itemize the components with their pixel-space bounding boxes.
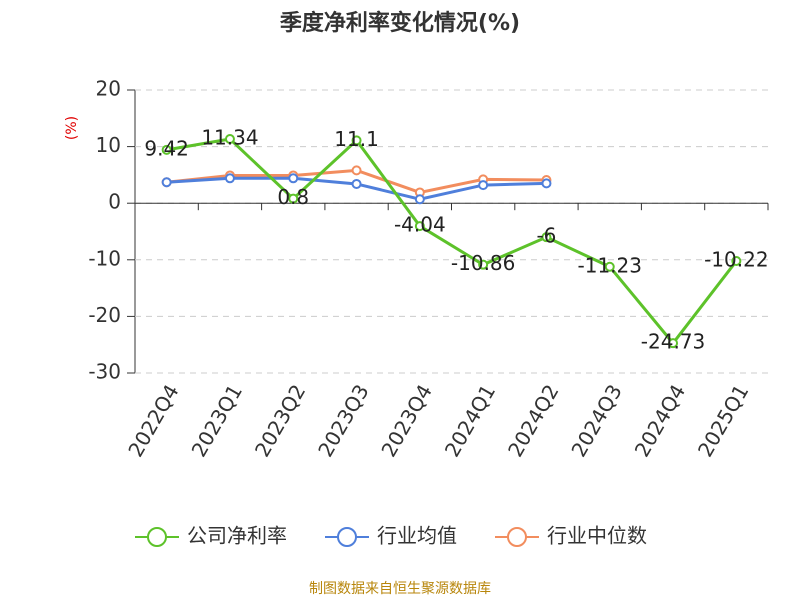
legend-label: 行业中位数	[547, 524, 647, 548]
data-point	[224, 134, 235, 145]
data-point	[541, 232, 552, 243]
data-point	[161, 177, 172, 188]
x-tick-label: 2023Q2	[250, 380, 310, 461]
legend-label: 行业均值	[377, 524, 457, 548]
y-tick-label: -30	[88, 360, 121, 384]
x-tick-label: 2024Q4	[630, 380, 690, 461]
x-tick-label: 2024Q3	[566, 380, 626, 461]
chart-title: 季度净利率变化情况(%)	[280, 10, 520, 36]
data-label: 11.1	[334, 127, 379, 151]
source-note: 制图数据来自恒生聚源数据库	[309, 581, 491, 597]
data-point	[604, 261, 615, 272]
data-label: -10.86	[451, 251, 515, 275]
data-point	[161, 144, 172, 155]
x-tick-label: 2023Q4	[376, 380, 436, 461]
data-point	[668, 338, 679, 349]
data-label: -10.22	[704, 248, 768, 272]
y-tick-label: 10	[96, 133, 121, 157]
legend-marker	[147, 527, 167, 547]
data-label: -11.23	[578, 253, 642, 277]
legend-label: 公司净利率	[187, 524, 287, 548]
data-point	[351, 135, 362, 146]
x-tick-label: 2023Q3	[313, 380, 373, 461]
x-tick-label: 2023Q1	[187, 380, 247, 461]
y-tick-label: 20	[96, 77, 121, 101]
data-label: 11.34	[201, 126, 258, 150]
data-point	[288, 173, 299, 184]
data-label: 0.8	[277, 185, 309, 209]
data-label: -4.04	[394, 213, 446, 237]
x-tick-label: 2022Q4	[123, 380, 183, 461]
y-axis-label: (%)	[64, 116, 80, 140]
y-tick-label: 0	[108, 190, 121, 214]
data-label: -6	[536, 224, 556, 248]
y-tick-label: -10	[88, 246, 121, 270]
legend-marker	[337, 527, 357, 547]
data-point	[351, 178, 362, 189]
y-tick-label: -20	[88, 303, 121, 327]
data-point	[288, 193, 299, 204]
data-point	[414, 194, 425, 205]
data-point	[731, 256, 742, 267]
data-point	[478, 259, 489, 270]
data-label: 9.42	[144, 136, 189, 160]
x-tick-label: 2024Q2	[503, 380, 563, 461]
data-point	[224, 173, 235, 184]
data-point	[541, 178, 552, 189]
legend-marker	[507, 527, 527, 547]
data-point	[351, 165, 362, 176]
series-line	[166, 137, 738, 346]
data-point	[414, 221, 425, 232]
x-tick-label: 2025Q1	[693, 380, 753, 461]
data-point	[478, 180, 489, 191]
data-label: -24.73	[641, 330, 705, 354]
x-tick-label: 2024Q1	[440, 380, 500, 461]
